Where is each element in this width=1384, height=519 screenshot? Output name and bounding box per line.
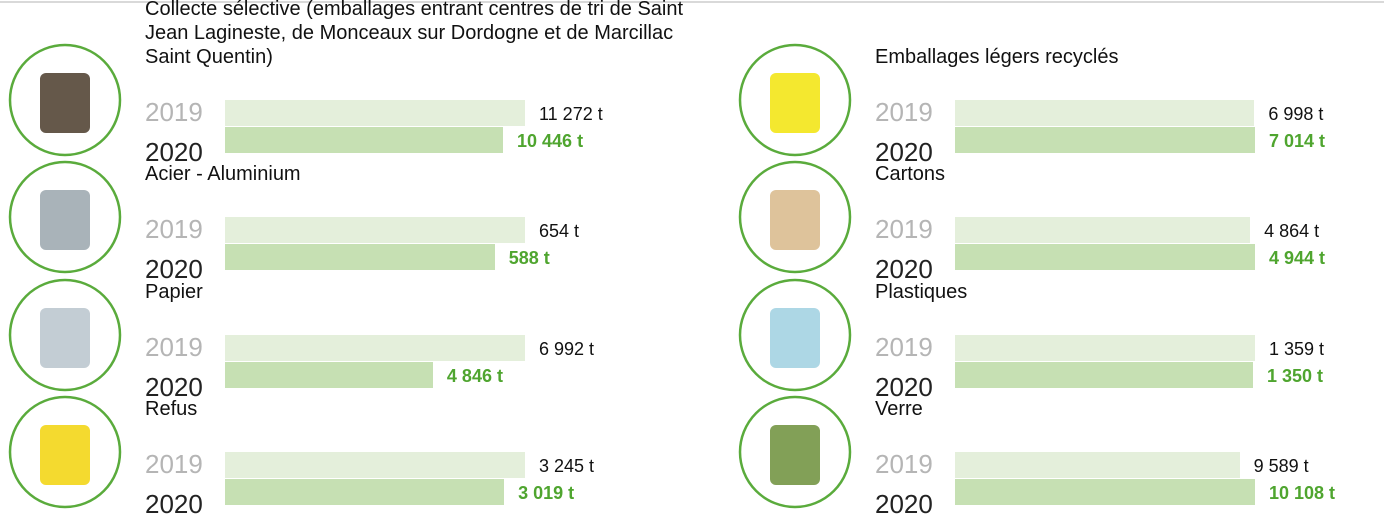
year-label: 2019 (145, 216, 203, 242)
chart-title: Emballages légers recyclés (875, 45, 1384, 69)
year-label: 2019 (145, 334, 203, 360)
value-label: 1 359 t (1269, 338, 1324, 360)
category-icon (738, 395, 852, 509)
category-icon (8, 278, 122, 392)
chart-title: Plastiques (875, 280, 1384, 304)
chart-title: Collecte sélective (emballages entrant c… (145, 0, 715, 69)
year-label: 2019 (875, 216, 933, 242)
bar (955, 100, 1254, 126)
year-label: 2020 (145, 491, 203, 517)
category-icon (8, 160, 122, 274)
value-label: 7 014 t (1269, 130, 1325, 152)
value-label: 3 019 t (518, 482, 574, 504)
chart-title: Papier (145, 280, 715, 304)
value-label: 6 998 t (1268, 103, 1323, 125)
chart-title: Verre (875, 397, 1384, 421)
year-label: 2020 (875, 256, 933, 282)
value-label: 10 446 t (517, 130, 583, 152)
year-label: 2019 (875, 451, 933, 477)
bar (955, 479, 1255, 505)
year-label: 2019 (145, 451, 203, 477)
bar (955, 452, 1240, 478)
bar (225, 244, 495, 270)
year-label: 2020 (145, 256, 203, 282)
value-label: 4 864 t (1264, 220, 1319, 242)
category-icon (8, 43, 122, 157)
bar (225, 217, 525, 243)
bar (955, 362, 1253, 388)
bar (225, 127, 503, 153)
value-label: 588 t (509, 247, 550, 269)
year-label: 2019 (145, 99, 203, 125)
bar (225, 452, 525, 478)
bar (955, 127, 1255, 153)
value-label: 11 272 t (539, 103, 603, 125)
value-label: 1 350 t (1267, 365, 1323, 387)
infographic: Collecte sélective (emballages entrant c… (0, 0, 1384, 514)
value-label: 4 944 t (1269, 247, 1325, 269)
bar (225, 479, 504, 505)
chart-title: Acier - Aluminium (145, 162, 715, 186)
chart-title: Refus (145, 397, 715, 421)
category-icon (8, 395, 122, 509)
value-label: 10 108 t (1269, 482, 1335, 504)
category-icon (738, 43, 852, 157)
value-label: 9 589 t (1254, 455, 1309, 477)
year-label: 2019 (875, 334, 933, 360)
year-label: 2019 (875, 99, 933, 125)
bar (955, 244, 1255, 270)
category-icon (738, 160, 852, 274)
bar (225, 100, 525, 126)
bar (955, 217, 1250, 243)
bar (955, 335, 1255, 361)
category-icon (738, 278, 852, 392)
year-label: 2020 (875, 491, 933, 517)
value-label: 6 992 t (539, 338, 594, 360)
value-label: 654 t (539, 220, 579, 242)
value-label: 4 846 t (447, 365, 503, 387)
bar (225, 335, 525, 361)
value-label: 3 245 t (539, 455, 594, 477)
bar (225, 362, 433, 388)
chart-title: Cartons (875, 162, 1384, 186)
